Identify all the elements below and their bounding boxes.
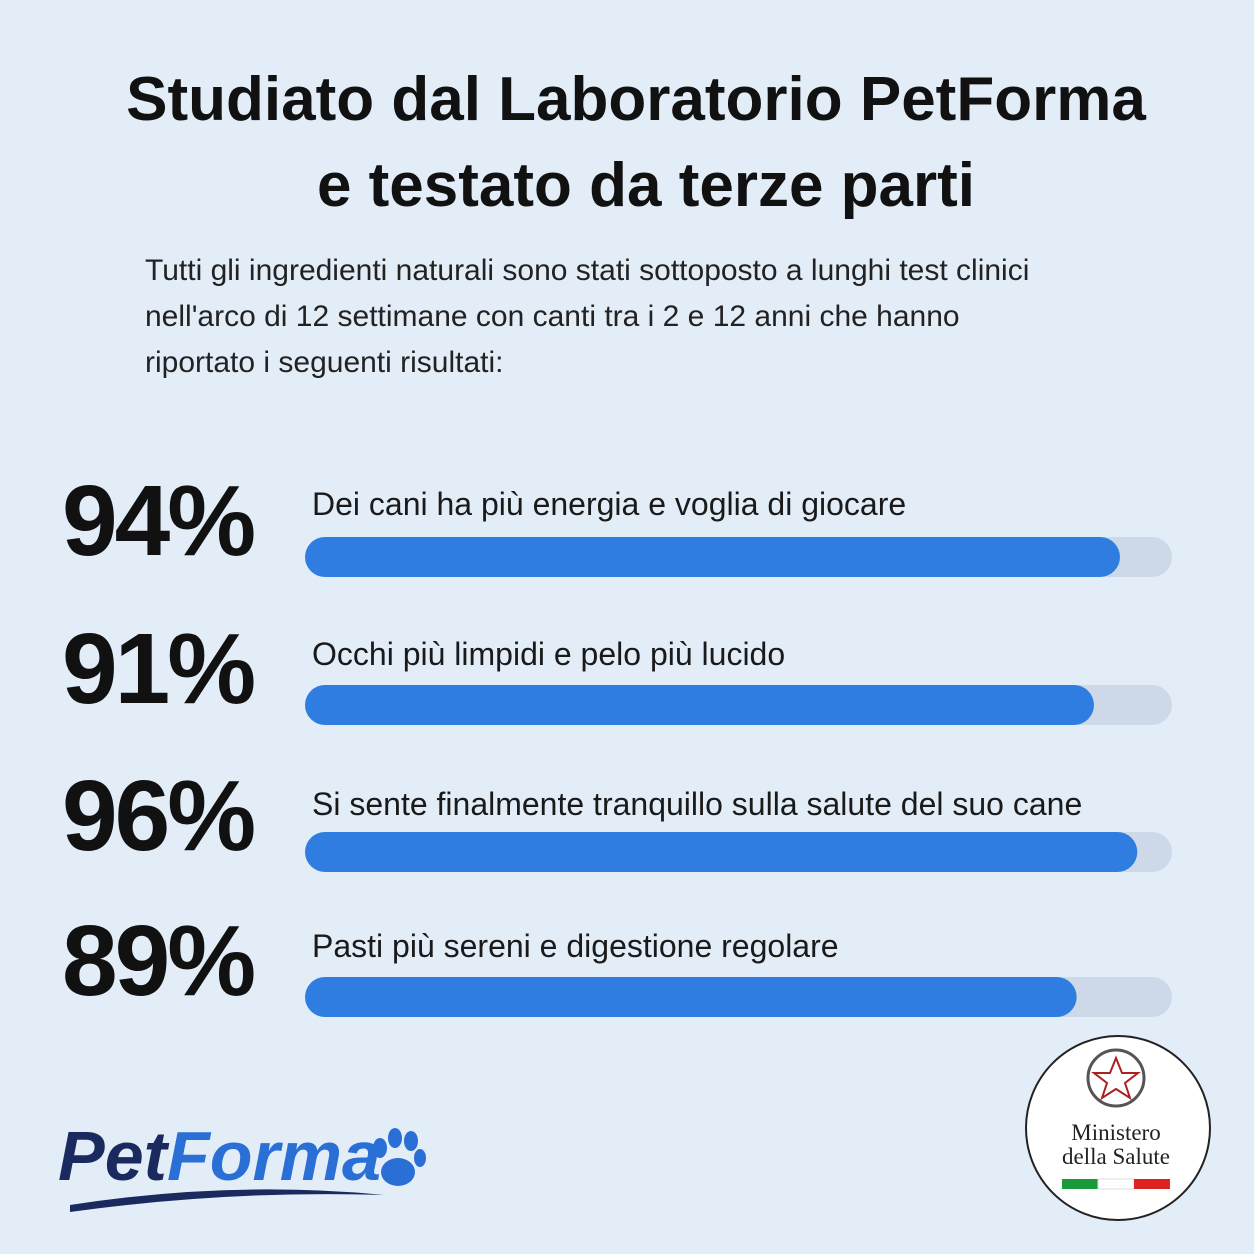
emblem-star: [1091, 1055, 1141, 1101]
flag-white: [1097, 1178, 1135, 1190]
title-line: Studiato dal Laboratorio PetForma: [126, 65, 1146, 134]
subtitle-line: riportato i seguenti risultati:: [145, 346, 504, 379]
logo-swoosh: [70, 1189, 385, 1212]
badge-text: Ministero: [1071, 1120, 1160, 1145]
emblem: [1086, 1048, 1146, 1108]
flag-red: [1134, 1179, 1170, 1189]
bar: [305, 685, 1094, 725]
flag-green: [1062, 1179, 1098, 1189]
badge-circle: [1025, 1035, 1211, 1221]
paw: [373, 1128, 426, 1186]
category-label: Occhi più limpidi e pelo più lucido: [312, 636, 785, 672]
logo: PetForma: [58, 1117, 426, 1212]
bar: [305, 832, 1138, 872]
subtitle-line: Tutti gli ingredienti naturali sono stat…: [145, 254, 1029, 287]
logo-text: PetForma: [58, 1117, 381, 1195]
category-label: Dei cani ha più energia e voglia di gioc…: [312, 486, 906, 522]
title-line: e testato da terze parti: [317, 151, 975, 220]
category-label: Si sente finalmente tranquillo sulla sal…: [312, 786, 1082, 822]
logo-part: Pet: [58, 1117, 170, 1195]
subtitle-line: nell'arco di 12 settimane con canti tra …: [145, 300, 960, 333]
logo-part: Forma: [167, 1117, 381, 1195]
bar: [305, 977, 1077, 1017]
badge: Ministero della Salute: [1025, 1035, 1211, 1221]
value-label: 91%: [62, 613, 254, 725]
bar: [305, 537, 1120, 577]
category-label: Pasti più sereni e digestione regolare: [312, 928, 839, 964]
value-label: 96%: [62, 760, 254, 872]
value-label: 94%: [62, 465, 254, 577]
value-label: 89%: [62, 905, 254, 1017]
badge-text: della Salute: [1062, 1144, 1170, 1169]
